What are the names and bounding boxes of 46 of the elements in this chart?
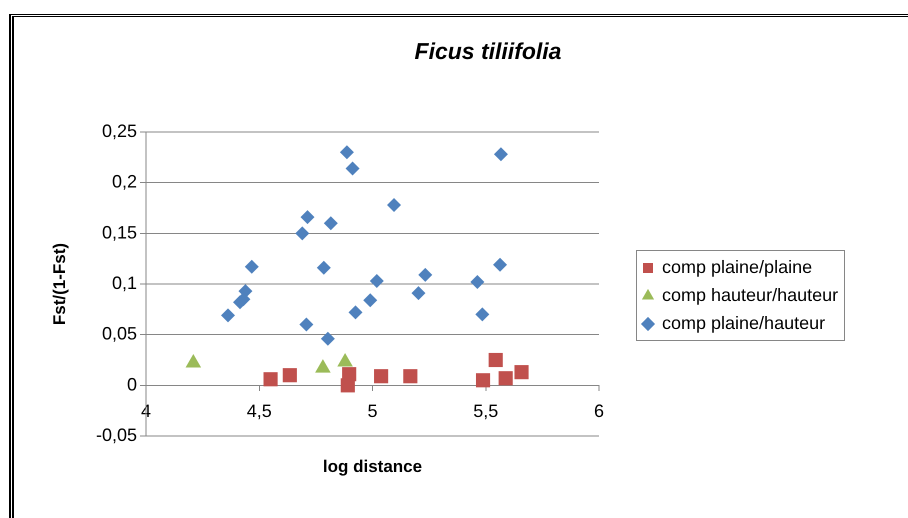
point [300,210,314,224]
chart-title: Ficus tiliifolia [414,38,562,65]
point [370,274,384,288]
point [340,145,354,160]
point [346,161,360,176]
point [320,332,335,346]
point [411,286,426,300]
y-tick-label: 0,25 [102,120,137,141]
x-tick-label: 5 [367,401,378,422]
x-tick-label: 4,5 [246,401,272,422]
point [340,378,355,392]
point [295,226,310,240]
point [316,260,331,275]
point [488,352,503,368]
point [476,373,490,388]
point [418,268,432,282]
point [374,369,388,384]
y-axis-title: Fst/(1-Fst) [50,242,69,326]
point [348,305,363,320]
point [403,369,418,384]
y-tick-label: -0,05 [96,424,137,445]
legend-label: comp plaine/hauteur [662,312,826,333]
x-tick-label: 5,5 [473,401,498,422]
point [282,368,297,382]
point [264,372,278,386]
point [387,198,402,212]
y-tick-label: 0,2 [112,172,137,192]
y-tick-label: 0,05 [102,324,137,344]
point [299,318,314,332]
x-tick-label: 6 [594,401,604,422]
legend-label: comp hauteur/hauteur [662,284,838,305]
point [514,365,529,380]
point [493,258,508,272]
point [324,216,338,230]
point [363,293,378,308]
point [494,147,508,162]
point [498,371,513,386]
point [220,308,235,322]
legend-label: comp plaine/plaine [662,256,812,277]
point [470,274,484,289]
point [244,260,259,274]
y-tick-label: 0,15 [102,222,137,242]
x-axis-title: log distance [322,456,422,476]
y-tick-label: 0 [126,374,137,394]
y-tick-label: 0,1 [112,272,137,293]
point [475,307,490,322]
